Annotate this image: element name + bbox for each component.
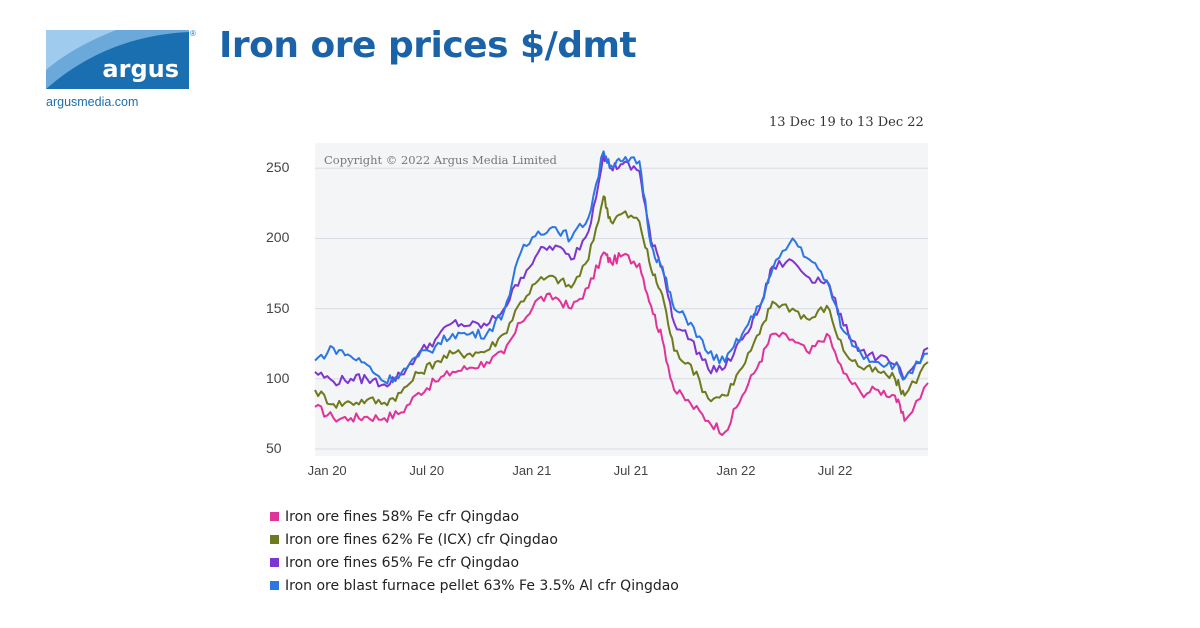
date-range: 13 Dec 19 to 13 Dec 22 bbox=[769, 115, 924, 130]
website-link[interactable]: argusmedia.com bbox=[46, 95, 139, 109]
legend-item: Iron ore fines 65% Fe cfr Qingdao bbox=[270, 551, 679, 574]
y-tick-label: 200 bbox=[266, 229, 290, 246]
legend-label: Iron ore blast furnace pellet 63% Fe 3.5… bbox=[285, 577, 679, 594]
legend-item: Iron ore fines 62% Fe (ICX) cfr Qingdao bbox=[270, 528, 679, 551]
plot-area bbox=[315, 143, 928, 456]
legend-swatch bbox=[270, 512, 279, 521]
legend-item: Iron ore fines 58% Fe cfr Qingdao bbox=[270, 505, 679, 528]
x-tick-label: Jul 21 bbox=[613, 463, 649, 478]
y-tick-label: 50 bbox=[266, 439, 282, 456]
page-title: Iron ore prices $/dmt bbox=[219, 25, 637, 66]
copyright-notice: Copyright © 2022 Argus Media Limited bbox=[324, 153, 557, 167]
chart-legend: Iron ore fines 58% Fe cfr Qingdao Iron or… bbox=[270, 505, 679, 597]
x-tick-label: Jul 20 bbox=[409, 463, 445, 478]
y-tick-label: 150 bbox=[266, 299, 290, 316]
legend-label: Iron ore fines 65% Fe cfr Qingdao bbox=[285, 554, 520, 571]
legend-swatch bbox=[270, 535, 279, 544]
y-tick-label: 250 bbox=[266, 159, 290, 176]
legend-label: Iron ore fines 58% Fe cfr Qingdao bbox=[285, 508, 520, 525]
argus-logo[interactable]: argus bbox=[46, 30, 189, 89]
series-line-1 bbox=[314, 251, 929, 436]
logo-text: argus bbox=[102, 55, 179, 83]
legend-label: Iron ore fines 62% Fe (ICX) cfr Qingdao bbox=[285, 531, 558, 548]
logo-swoosh bbox=[46, 30, 189, 89]
x-tick-label: Jul 22 bbox=[817, 463, 853, 478]
series-line-4 bbox=[314, 150, 929, 385]
x-tick-label: Jan 20 bbox=[307, 463, 347, 478]
x-tick-label: Jan 22 bbox=[716, 463, 756, 478]
legend-item: Iron ore blast furnace pellet 63% Fe 3.5… bbox=[270, 574, 679, 597]
y-tick-label: 100 bbox=[266, 369, 290, 386]
series-line-2 bbox=[314, 195, 929, 409]
x-tick-label: Jan 21 bbox=[512, 463, 552, 478]
series-line-3 bbox=[314, 153, 929, 388]
registered-mark: ® bbox=[190, 29, 196, 38]
legend-swatch bbox=[270, 581, 279, 590]
legend-swatch bbox=[270, 558, 279, 567]
